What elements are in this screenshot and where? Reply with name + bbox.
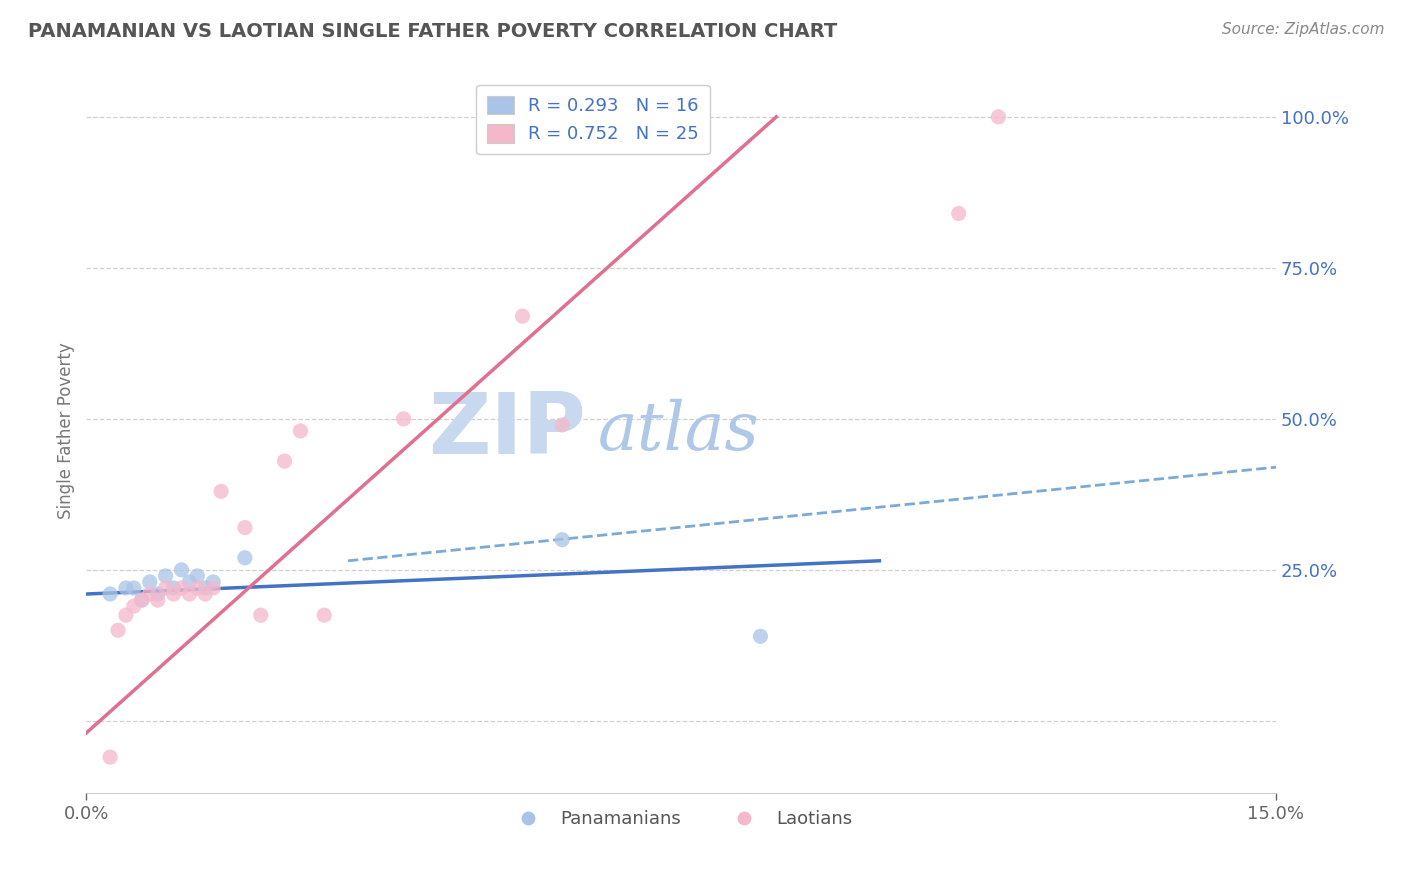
Text: PANAMANIAN VS LAOTIAN SINGLE FATHER POVERTY CORRELATION CHART: PANAMANIAN VS LAOTIAN SINGLE FATHER POVE… <box>28 22 838 41</box>
Legend: Panamanians, Laotians: Panamanians, Laotians <box>502 803 860 835</box>
Point <box>115 608 138 623</box>
Point <box>179 587 201 601</box>
Point <box>98 587 121 601</box>
Point <box>202 574 225 589</box>
Point <box>98 750 121 764</box>
Point <box>170 581 193 595</box>
Point <box>155 569 177 583</box>
Point <box>551 533 574 547</box>
Point <box>131 593 153 607</box>
Point <box>551 417 574 432</box>
Point <box>749 629 772 643</box>
Point <box>290 424 312 438</box>
Text: atlas: atlas <box>598 399 759 464</box>
Point <box>122 599 145 613</box>
Point <box>131 593 153 607</box>
Point <box>194 581 217 595</box>
Point <box>987 110 1010 124</box>
Point <box>512 309 534 323</box>
Point <box>233 550 256 565</box>
Text: ZIP: ZIP <box>429 390 586 473</box>
Point <box>122 581 145 595</box>
Point <box>146 587 169 601</box>
Point <box>186 569 208 583</box>
Point <box>179 574 201 589</box>
Point <box>139 574 162 589</box>
Point <box>186 581 208 595</box>
Point <box>139 587 162 601</box>
Point <box>107 624 129 638</box>
Point <box>155 581 177 595</box>
Point <box>249 608 271 623</box>
Point <box>314 608 336 623</box>
Point <box>162 581 184 595</box>
Point <box>170 563 193 577</box>
Point <box>948 206 970 220</box>
Point <box>162 587 184 601</box>
Point <box>202 581 225 595</box>
Point <box>194 587 217 601</box>
Point <box>146 593 169 607</box>
Text: Source: ZipAtlas.com: Source: ZipAtlas.com <box>1222 22 1385 37</box>
Y-axis label: Single Father Poverty: Single Father Poverty <box>58 343 75 519</box>
Point <box>392 412 415 426</box>
Point <box>233 520 256 534</box>
Point <box>273 454 295 468</box>
Point <box>209 484 232 499</box>
Point <box>115 581 138 595</box>
